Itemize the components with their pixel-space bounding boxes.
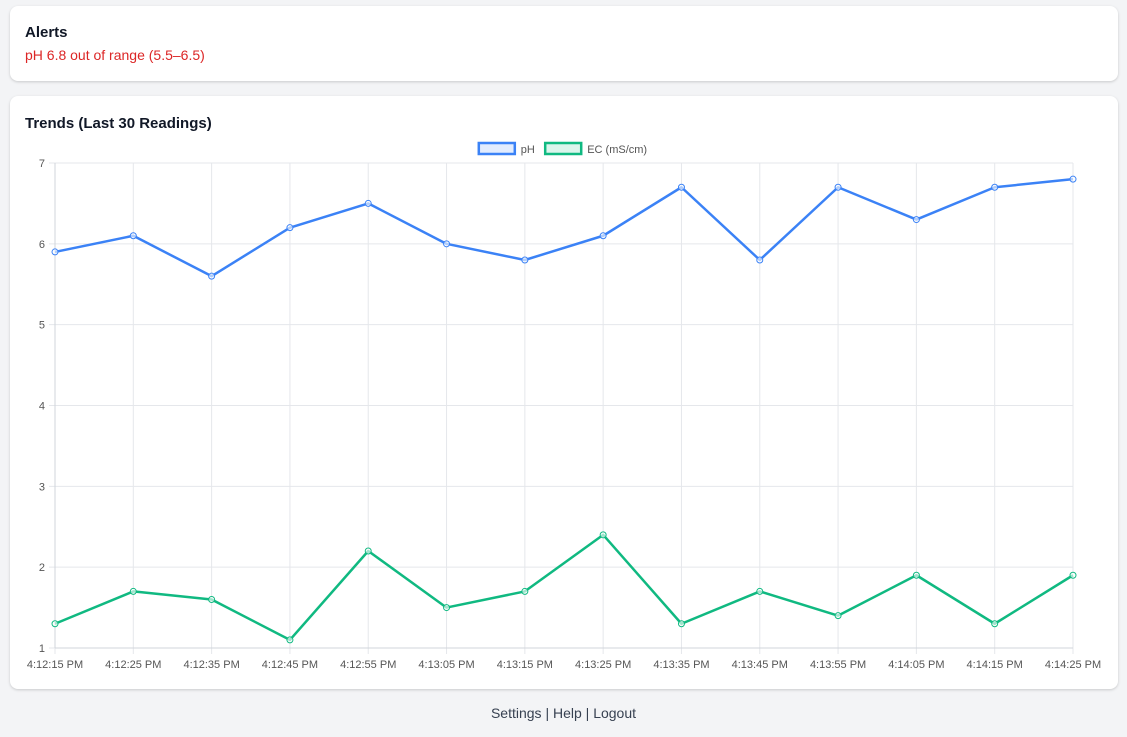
x-tick-label: 4:13:45 PM: [732, 659, 788, 671]
series-line-0: [54, 177, 1074, 278]
trends-title: Trends (Last 30 Readings): [25, 115, 212, 132]
data-point: [834, 183, 842, 191]
data-point: [756, 256, 764, 264]
data-point: [129, 232, 137, 240]
data-point: [443, 604, 451, 612]
x-tick-label: 4:13:35 PM: [653, 659, 709, 671]
data-point: [129, 587, 137, 595]
x-tick-label: 4:14:25 PM: [1045, 659, 1101, 671]
data-point: [912, 571, 920, 579]
footer: Settings | Help | Logout: [0, 705, 1127, 721]
data-point: [599, 531, 607, 539]
legend-label-1: EC (mS/cm): [587, 144, 647, 156]
x-tick-label: 4:13:05 PM: [418, 659, 474, 671]
logout-link[interactable]: Logout: [593, 705, 637, 721]
data-point: [51, 248, 59, 256]
data-point: [208, 272, 216, 280]
data-point: [1069, 175, 1077, 183]
x-tick-label: 4:14:15 PM: [967, 659, 1023, 671]
data-point: [834, 612, 842, 620]
data-point: [364, 547, 372, 555]
data-point: [521, 587, 529, 595]
x-tick-label: 4:12:55 PM: [340, 659, 396, 671]
data-point: [677, 183, 685, 191]
y-tick-label: 6: [39, 239, 45, 251]
legend-swatch-0: [477, 141, 517, 156]
trends-chart: 1 2 3 4 5 6 7 4:12:15 PM 4:12:25 PM 4:12:35 PM 4:1…: [27, 141, 1101, 671]
data-point: [443, 240, 451, 248]
series-line-1: [54, 533, 1074, 642]
alerts-card: Alerts pH 6.8 out of range (5.5–6.5): [10, 6, 1118, 81]
settings-link[interactable]: Settings: [490, 705, 542, 721]
data-point: [991, 620, 999, 628]
x-tick-label: 4:12:15 PM: [27, 659, 83, 671]
x-tick-label: 4:13:25 PM: [575, 659, 631, 671]
data-point: [286, 224, 294, 232]
data-point: [521, 256, 529, 264]
help-link[interactable]: Help: [552, 705, 582, 721]
data-point: [991, 183, 999, 191]
x-tick-label: 4:13:55 PM: [810, 659, 866, 671]
data-point: [1069, 571, 1077, 579]
y-tick-label: 2: [39, 562, 45, 574]
x-tick-label: 4:12:35 PM: [183, 659, 239, 671]
alert-message: pH 6.8 out of range (5.5–6.5): [25, 47, 205, 63]
data-point: [912, 216, 920, 224]
legend-label-0: pH: [521, 144, 535, 156]
trends-card: Trends (Last 30 Readings) 1 2 3 4 5 6 7 4:12:15…: [10, 96, 1118, 689]
legend-swatch-1: [543, 141, 583, 156]
x-tick-label: 4:12:45 PM: [262, 659, 318, 671]
x-tick-label: 4:12:25 PM: [105, 659, 161, 671]
y-tick-label: 3: [39, 481, 45, 493]
footer-separator: |: [585, 705, 590, 721]
y-tick-label: 1: [39, 643, 45, 655]
data-point: [286, 636, 294, 644]
data-point: [364, 199, 372, 207]
x-tick-label: 4:14:05 PM: [888, 659, 944, 671]
footer-separator: |: [545, 705, 550, 721]
data-point: [677, 620, 685, 628]
y-tick-label: 7: [39, 158, 45, 170]
data-point: [599, 232, 607, 240]
alerts-title: Alerts: [25, 24, 68, 41]
y-tick-label: 4: [39, 401, 45, 413]
x-tick-label: 4:13:15 PM: [497, 659, 553, 671]
y-tick-label: 5: [39, 320, 45, 332]
data-point: [208, 596, 216, 603]
data-point: [51, 620, 59, 628]
data-point: [756, 587, 764, 595]
